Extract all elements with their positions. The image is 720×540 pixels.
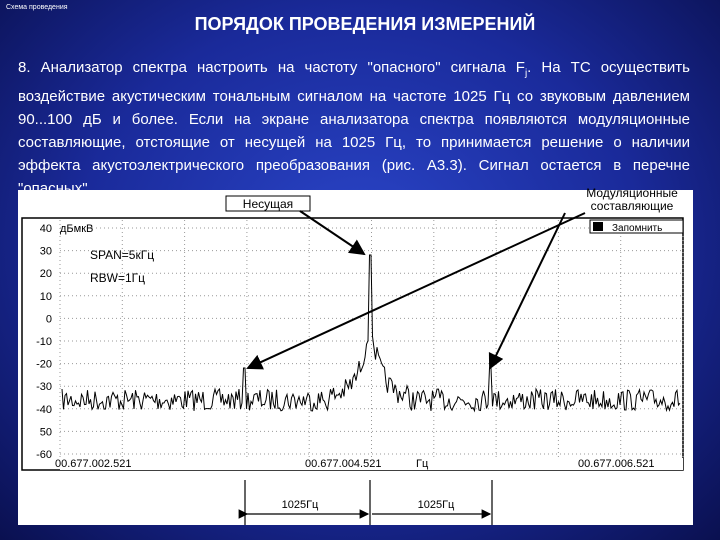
y-label: -10 (36, 336, 52, 348)
y-label: -60 (36, 449, 52, 461)
paragraph: 8. Анализатор спектра настроить на часто… (18, 56, 690, 200)
y-label: 30 (40, 246, 52, 258)
carrier-label: Несущая (243, 197, 293, 211)
spacing-label: 1025Гц (418, 499, 455, 511)
y-label: -40 (36, 404, 52, 416)
carrier-box (225, 195, 311, 212)
span: SPAN=5кГц (90, 248, 154, 262)
x-label-bg (60, 458, 683, 470)
y-label: 20 (40, 268, 52, 280)
memory-button (589, 219, 684, 234)
modulation-label: Модуляционные (586, 186, 678, 200)
plot-frame (21, 217, 684, 471)
y-label: 10 (40, 291, 52, 303)
title: ПОРЯДОК ПРОВЕДЕНИЯ ИЗМЕРЕНИЙ (195, 13, 536, 34)
rbw: RBW=1Гц (90, 271, 145, 285)
subscript: j (524, 68, 528, 79)
memory-label: Запомнить (612, 223, 662, 234)
x-unit: Гц (416, 458, 429, 470)
paragraph-text: . На ТС осуществить воздействие акустиче… (18, 59, 690, 197)
paragraph-text: 8. Анализатор спектра настроить на часто… (18, 59, 525, 76)
dimension-lines (238, 480, 493, 525)
y-label: 40 (40, 223, 52, 235)
memory-check (593, 222, 603, 231)
callout-arrows (246, 210, 586, 370)
spectrum-trace (61, 254, 681, 413)
x-label: 00.677.004.521 (305, 458, 381, 470)
x-label: 00.677.002.521 (55, 458, 131, 470)
y-labels: 40 30 20 10 0 -10 -20 -30 -40 50 -60 (36, 223, 52, 461)
unit: дБмкВ (60, 223, 93, 235)
y-label: 0 (46, 313, 52, 325)
y-label: -20 (36, 359, 52, 371)
y-label: 50 (40, 426, 52, 438)
spacing-label: 1025Гц (282, 499, 319, 511)
x-label: 00.677.006.521 (578, 458, 654, 470)
modulation-label: составляющие (591, 199, 674, 213)
caption: Схема проведения (6, 4, 68, 11)
y-label: -30 (36, 381, 52, 393)
